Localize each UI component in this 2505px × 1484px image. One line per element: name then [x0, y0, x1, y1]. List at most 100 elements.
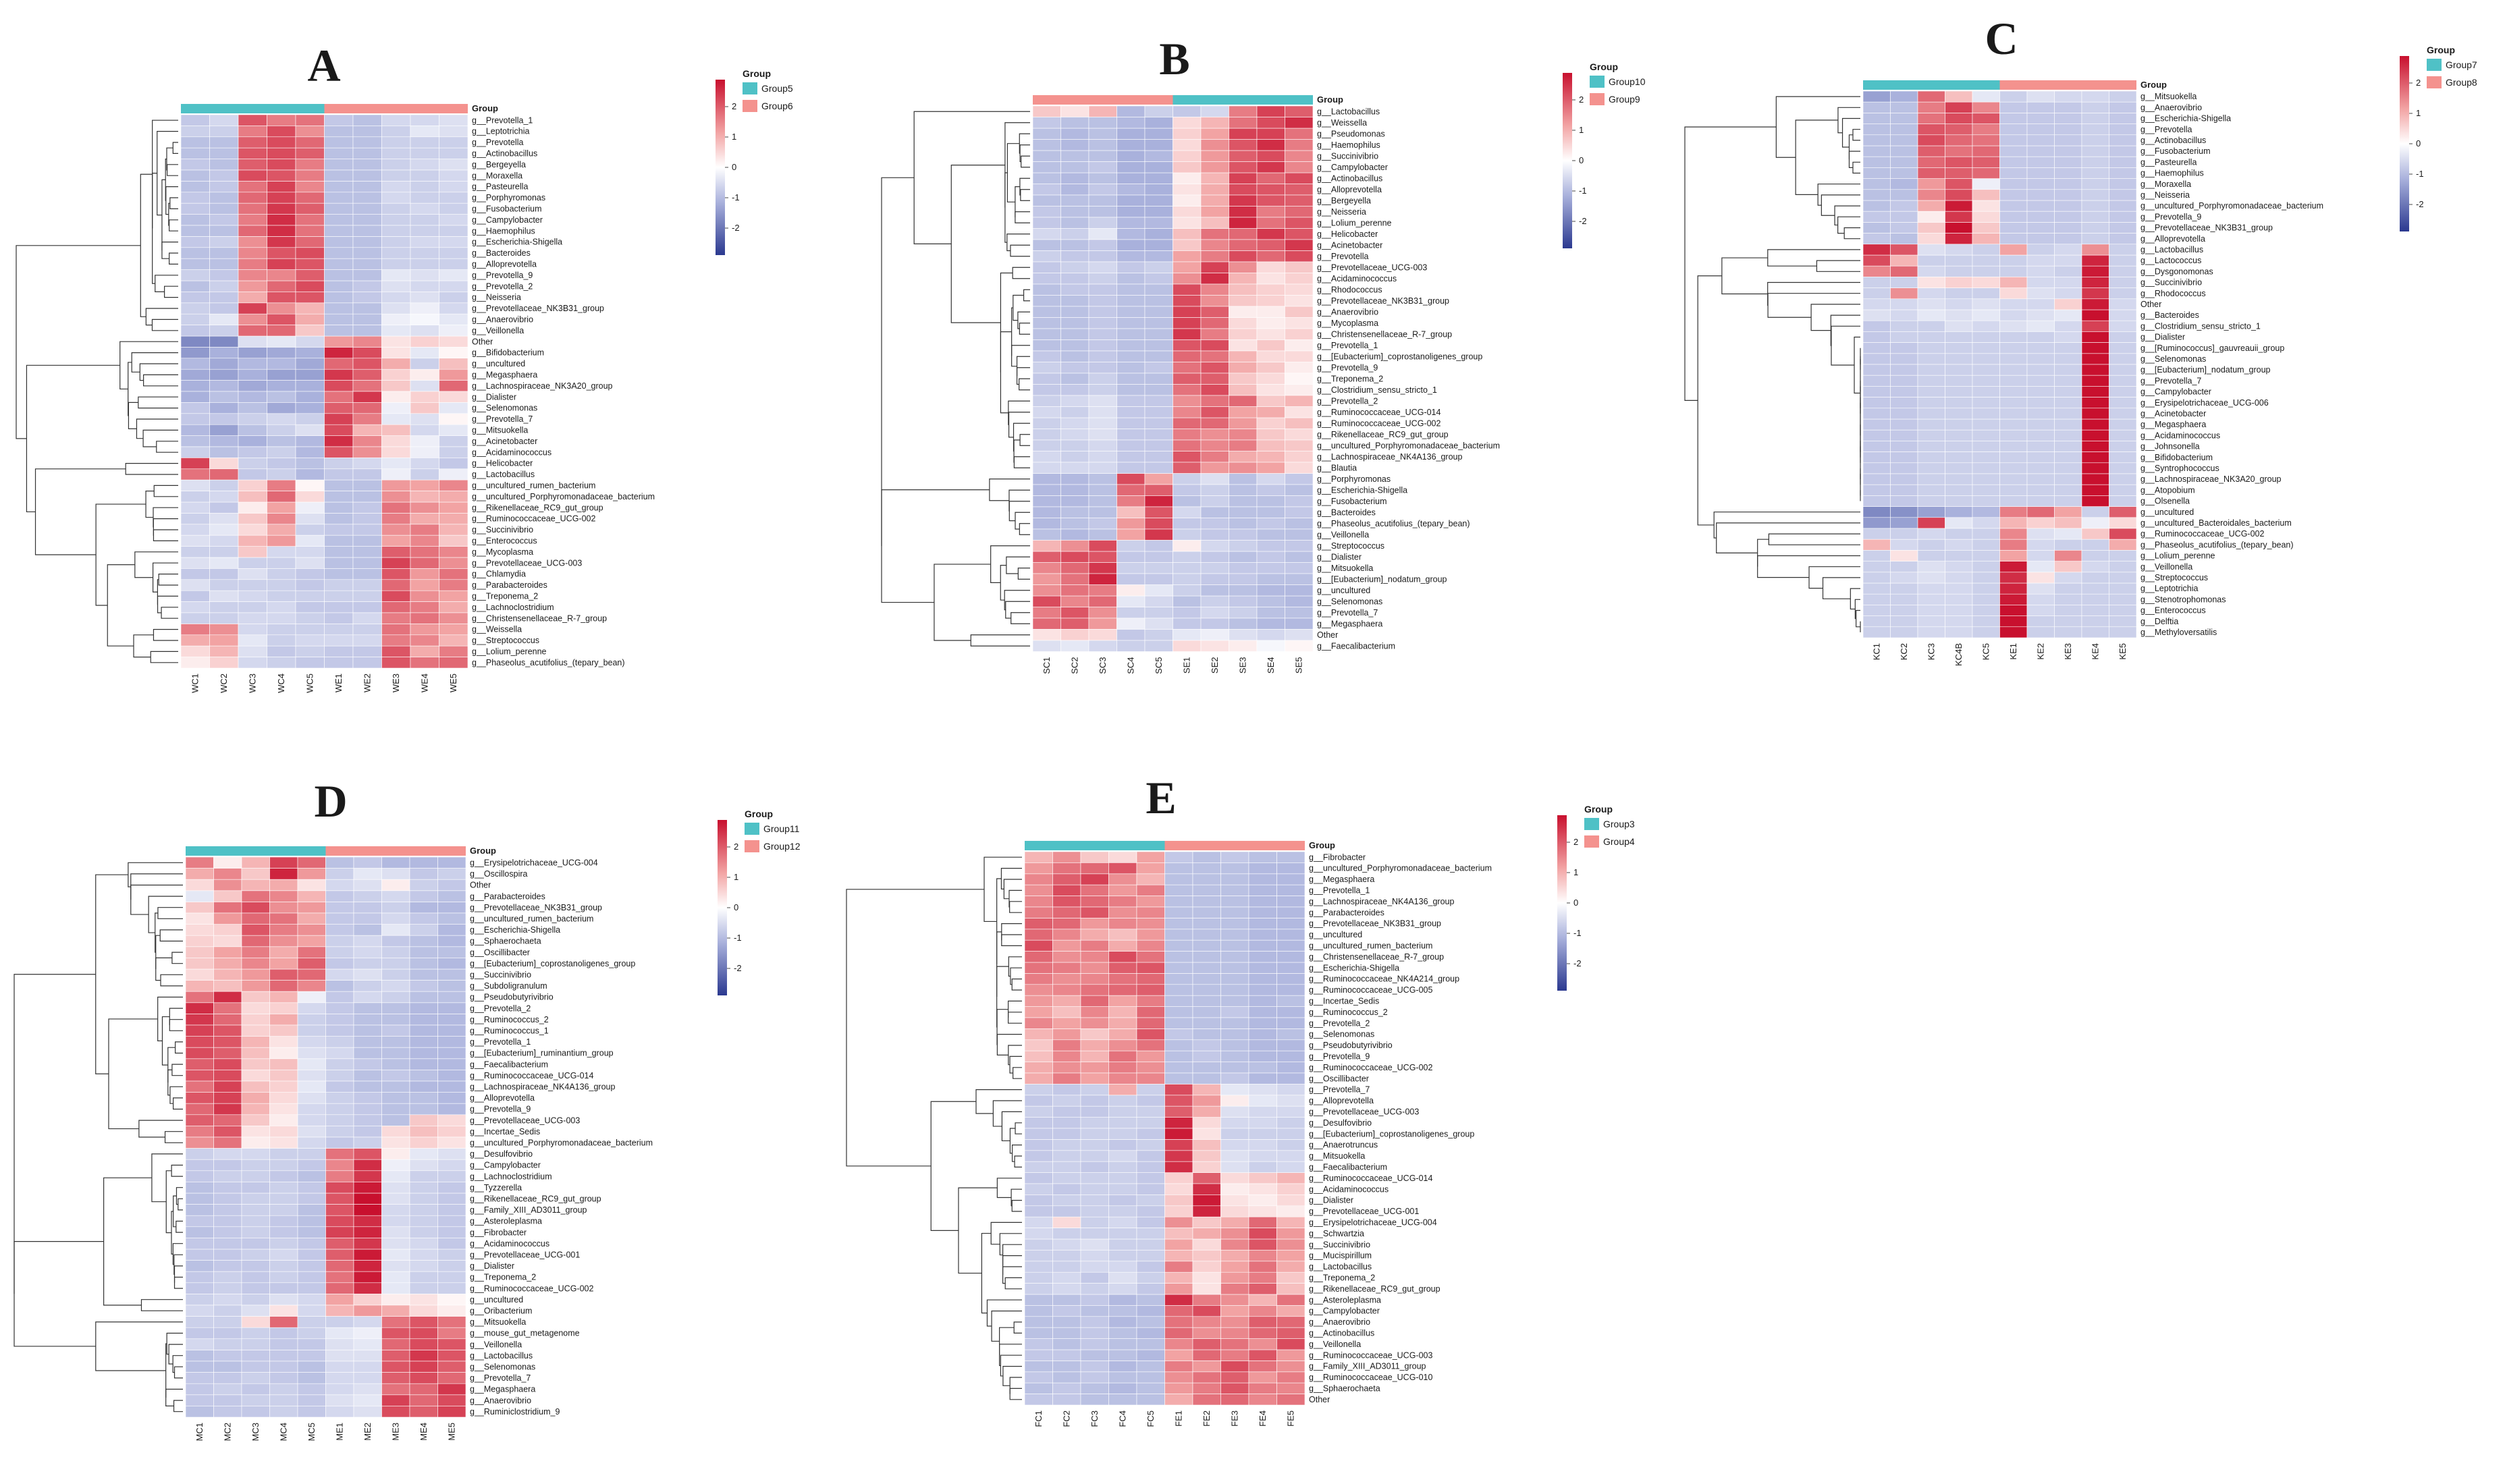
heatmap-cell: [2109, 429, 2137, 441]
heatmap-cell: [410, 601, 439, 613]
heatmap-cell: [1173, 295, 1202, 307]
heatmap-cell: [1220, 1228, 1249, 1240]
heatmap-cell: [1024, 973, 1053, 985]
heatmap-cell: [213, 1226, 242, 1238]
row-label: g__Fibrobacter: [470, 1228, 527, 1237]
heatmap-cell: [1052, 918, 1081, 930]
heatmap-cell: [1032, 395, 1061, 407]
heatmap-cell: [2081, 211, 2109, 223]
heatmap-cell: [1945, 309, 1973, 321]
heatmap-cell: [1060, 295, 1089, 307]
heatmap-cell: [295, 624, 325, 636]
heatmap-cell: [1200, 462, 1229, 474]
dendrogram-branch: [1015, 1122, 1022, 1134]
heatmap-cell: [410, 214, 439, 226]
dendrogram-branch: [157, 131, 178, 216]
heatmap-cell: [1060, 584, 1089, 597]
heatmap-cell: [1945, 156, 1973, 168]
heatmap-cell: [1917, 484, 1945, 496]
group-bar-label: Group: [1317, 94, 1343, 105]
heatmap-cell: [1116, 462, 1146, 474]
heatmap-cell: [1200, 206, 1229, 218]
heatmap-cell: [1173, 362, 1202, 374]
row-label: g__Prevotellaceae_UCG-003: [1317, 263, 1427, 272]
column-labels: SC1 SC2 SC3 SC4 SC5 SE1 SE2 SE3 SE4 SE5: [1042, 657, 1304, 674]
heatmap-cell: [1220, 896, 1249, 908]
row-label: g__Lachnoclostridium: [470, 1172, 552, 1181]
heatmap-cell: [325, 1271, 354, 1284]
heatmap-cell: [241, 1226, 270, 1238]
heatmap-cell: [1164, 1062, 1193, 1074]
dendrogram-branch: [165, 1388, 183, 1406]
dendrogram-branch: [975, 1089, 1022, 1114]
heatmap-cell: [209, 302, 239, 314]
heatmap-cell: [185, 1024, 214, 1037]
row-label: g__Prevotellaceae_NK3B31_group: [1317, 296, 1449, 306]
group-bar-cell: [181, 104, 210, 113]
heatmap-cell: [297, 1304, 326, 1317]
heatmap-cell: [1052, 873, 1081, 885]
heatmap-cell: [1972, 539, 2000, 551]
heatmap-cell: [180, 413, 210, 425]
row-labels: g__Lactobacillusg__Helicobacterg__Neisse…: [1317, 107, 1500, 651]
heatmap-cell: [297, 924, 326, 936]
heatmap-cell: [1108, 1294, 1137, 1306]
heatmap-cell: [2109, 517, 2137, 529]
heatmap-cell: [1917, 189, 1945, 201]
heatmap-cell: [209, 325, 239, 337]
heatmap-cell: [1220, 1095, 1249, 1107]
heatmap-cell: [180, 325, 210, 337]
heatmap-cell: [1192, 1072, 1221, 1084]
legend-swatch: [2427, 76, 2442, 88]
heatmap-cell: [1972, 615, 2000, 628]
dendrogram-branch: [1010, 244, 1030, 257]
heatmap-cell: [269, 1338, 298, 1350]
heatmap-cell: [2026, 605, 2055, 616]
heatmap-cell: [353, 1058, 382, 1070]
row-label: g__Acinetobacter: [1317, 240, 1382, 250]
heatmap-cell: [352, 347, 382, 359]
heatmap-cell: [213, 1294, 242, 1306]
heatmap-cell: [295, 590, 325, 602]
heatmap-cell: [241, 856, 270, 869]
heatmap-cell: [2081, 189, 2109, 201]
heatmap-cell: [1972, 397, 2000, 409]
heatmap-cell: [437, 912, 466, 925]
heatmap-cell: [439, 169, 468, 182]
heatmap-cell: [1108, 1095, 1137, 1107]
heatmap-cell: [409, 1238, 438, 1250]
heatmap-cell: [1229, 528, 1258, 541]
dendrogram-branch: [989, 478, 1030, 501]
heatmap-cell: [324, 468, 354, 480]
heatmap-cell: [1276, 1327, 1305, 1339]
heatmap-cell: [353, 902, 382, 914]
heatmap-cell: [1144, 429, 1173, 441]
heatmap-cell: [1116, 640, 1146, 652]
heatmap-cell: [1200, 184, 1229, 196]
heatmap-cell: [1972, 309, 2000, 321]
heatmap-cell: [1890, 397, 1918, 409]
heatmap-cell: [1108, 1039, 1137, 1051]
heatmap-cell: [1256, 250, 1285, 263]
heatmap-cell: [213, 1316, 242, 1328]
row-label: g__Acidaminococcus: [1309, 1184, 1389, 1194]
legend-label: Group6: [761, 101, 793, 111]
row-label: g__Mitsuokella: [472, 426, 528, 435]
heatmap-cell: [1945, 353, 1973, 365]
heatmap-cell: [439, 192, 468, 204]
dendrogram-branch: [1011, 979, 1022, 991]
dendrogram-branch: [1009, 1377, 1022, 1394]
heatmap-cell: [325, 1192, 354, 1205]
heatmap-cell: [1144, 495, 1173, 507]
heatmap-cell: [1116, 551, 1146, 563]
row-label: g__Rhodococcus: [1317, 285, 1382, 294]
row-label: g__Megasphaera: [1309, 875, 1374, 884]
heatmap-cell: [409, 1248, 438, 1261]
heatmap-cell: [185, 1406, 214, 1418]
heatmap-cell: [1200, 362, 1229, 374]
dendrogram-branch: [172, 1243, 183, 1265]
heatmap-cell: [1862, 517, 1891, 529]
heatmap-cell: [1088, 495, 1117, 507]
heatmap-cell: [1164, 851, 1193, 863]
row-label: g__Helicobacter: [472, 459, 533, 468]
